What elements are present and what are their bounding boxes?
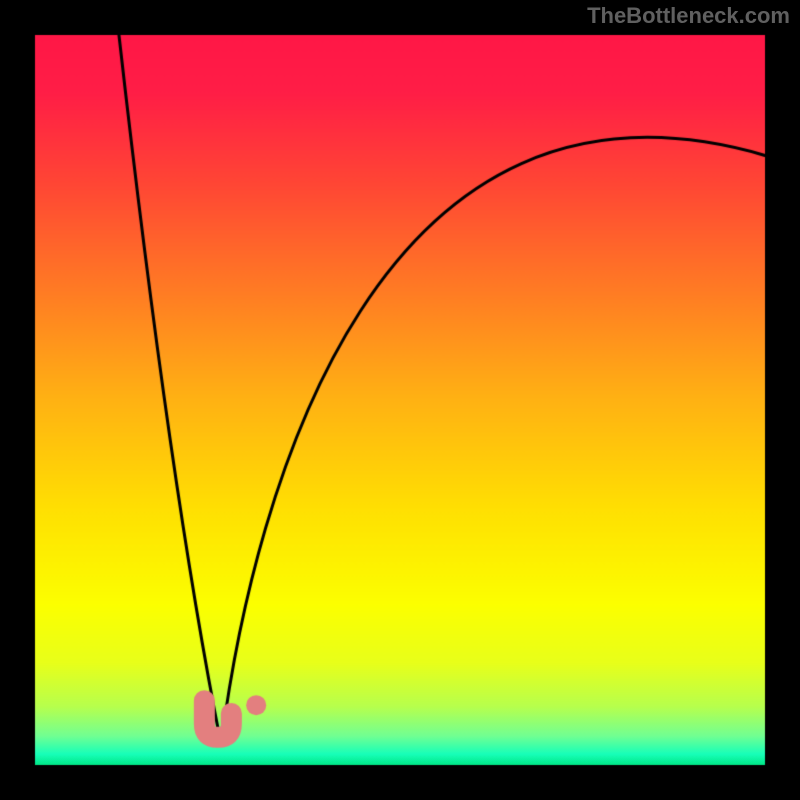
chart-root: TheBottleneck.com xyxy=(0,0,800,800)
watermark-text: TheBottleneck.com xyxy=(587,3,790,29)
bottleneck-chart-canvas xyxy=(0,0,800,800)
